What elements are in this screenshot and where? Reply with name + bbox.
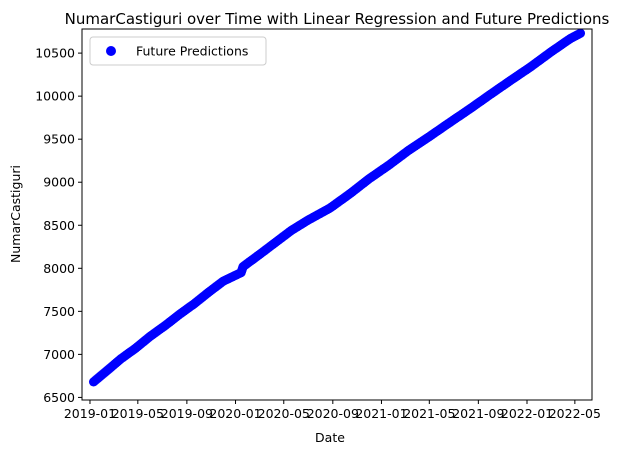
x-tick-label: 2022-01 — [501, 406, 553, 421]
y-tick-label: 8500 — [43, 218, 75, 233]
x-tick-label: 2021-09 — [452, 406, 504, 421]
legend-box — [89, 36, 267, 66]
data-points-group — [88, 28, 586, 387]
y-tick-label: 10500 — [35, 46, 75, 61]
data-point — [575, 28, 586, 38]
y-tick-label: 9500 — [43, 132, 75, 147]
y-tick-label: 6500 — [43, 390, 75, 405]
y-tick-label: 8000 — [43, 261, 75, 276]
y-axis-label: NumarCastiguri — [8, 165, 23, 263]
plot-area-frame — [81, 28, 593, 401]
legend-marker — [106, 46, 116, 56]
y-tick-label: 9000 — [43, 175, 75, 190]
x-tick-label: 2020-09 — [307, 406, 359, 421]
y-axis-ticks: 6500 7000 7500 8000 8500 9000 9500 10000 10500 — [35, 46, 82, 405]
x-tick-label: 2022-05 — [549, 406, 601, 421]
legend: Future Predictions — [89, 36, 267, 66]
x-axis-label: Date — [315, 430, 345, 445]
x-tick-label: 2019-09 — [161, 406, 213, 421]
y-tick-label: 10000 — [35, 89, 75, 104]
chart-title: NumarCastiguri over Time with Linear Reg… — [65, 10, 610, 28]
x-tick-label: 2019-01 — [64, 406, 116, 421]
y-tick-label: 7000 — [43, 347, 75, 362]
x-tick-label: 2019-05 — [112, 406, 164, 421]
x-tick-label: 2020-01 — [209, 406, 261, 421]
x-tick-label: 2020-05 — [258, 406, 310, 421]
y-tick-label: 7500 — [43, 304, 75, 319]
x-axis-ticks: 2019-012019-052019-092020-012020-052020-… — [64, 400, 601, 421]
legend-label: Future Predictions — [136, 44, 248, 59]
x-tick-label: 2021-01 — [355, 406, 407, 421]
x-tick-label: 2021-05 — [403, 406, 455, 421]
